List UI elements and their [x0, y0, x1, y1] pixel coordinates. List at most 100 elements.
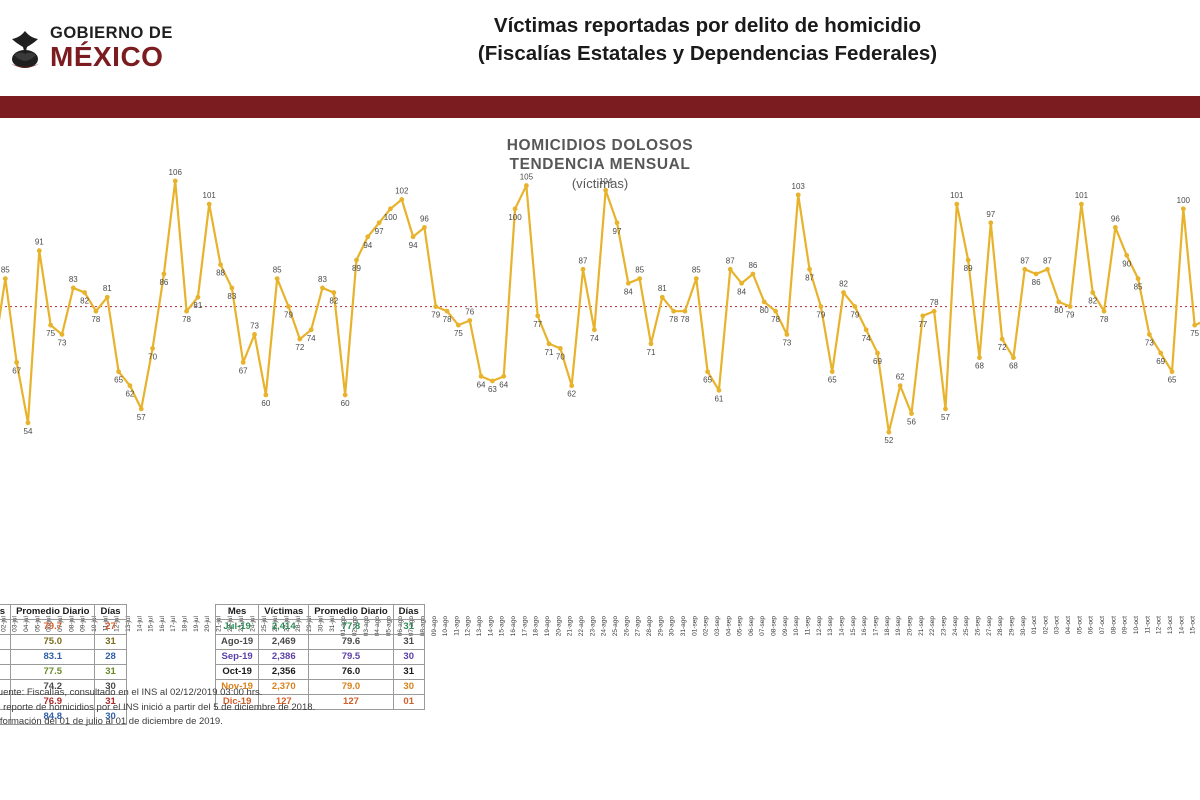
svg-text:71: 71 [545, 348, 554, 357]
header-color-band [0, 96, 1200, 118]
cell-mes: Oct-19 [214, 663, 260, 680]
svg-text:20-ago: 20-ago [555, 616, 562, 637]
svg-text:82: 82 [80, 297, 89, 306]
svg-text:03-sep: 03-sep [714, 616, 721, 636]
svg-text:61: 61 [714, 394, 723, 403]
svg-text:13-jul: 13-jul [125, 615, 132, 631]
logo-mexico-label: MÉXICO [50, 40, 164, 72]
cell-dias: 30 [94, 708, 127, 725]
svg-text:52: 52 [884, 436, 893, 445]
svg-text:87: 87 [1043, 256, 1052, 265]
svg-text:17-jul: 17-jul [170, 615, 177, 631]
cell-victimas: 2,326 [0, 633, 12, 650]
chart-container: HOMICIDIOS DOLOSOS TENDENCIA MENSUAL (ví… [0, 118, 1200, 678]
cell-dias: 27 [94, 618, 127, 635]
svg-text:63: 63 [488, 385, 497, 394]
svg-text:105: 105 [520, 173, 534, 182]
svg-text:06-oct: 06-oct [1088, 616, 1095, 634]
svg-text:07-sep: 07-sep [759, 616, 766, 636]
svg-text:78: 78 [930, 298, 939, 307]
svg-text:11-oct: 11-oct [1144, 616, 1151, 634]
svg-text:23-sep: 23-sep [941, 616, 948, 636]
svg-text:17-ago: 17-ago [521, 616, 528, 637]
svg-text:86: 86 [748, 261, 757, 270]
svg-text:21-sep: 21-sep [918, 616, 925, 636]
svg-text:102: 102 [395, 187, 409, 196]
svg-text:73: 73 [1145, 338, 1154, 347]
table-row: Dic-19 127 127 01 [214, 693, 425, 710]
svg-text:74: 74 [862, 334, 871, 343]
svg-text:77: 77 [918, 320, 927, 329]
svg-text:12-oct: 12-oct [1156, 616, 1163, 634]
svg-text:27-sep: 27-sep [986, 616, 993, 636]
svg-text:02-sep: 02-sep [703, 616, 710, 636]
svg-text:74: 74 [307, 334, 316, 343]
svg-text:10-oct: 10-oct [1133, 616, 1140, 634]
svg-text:101: 101 [203, 191, 217, 200]
svg-text:19-jul: 19-jul [193, 615, 200, 631]
table-left-header: Días [94, 604, 127, 620]
cell-mes: Sep-19 [214, 648, 260, 665]
svg-text:16-sep: 16-sep [861, 616, 868, 636]
svg-text:08-sep: 08-sep [771, 616, 778, 636]
government-logo: GOBIERNO DE MÉXICO [0, 0, 215, 96]
svg-text:84: 84 [624, 287, 633, 296]
svg-text:15-oct: 15-oct [1190, 616, 1197, 634]
svg-text:89: 89 [352, 264, 361, 273]
svg-text:02-oct: 02-oct [1042, 616, 1049, 634]
table-row: Oct-19 2,356 76.0 31 [214, 663, 425, 680]
svg-text:11-ago: 11-ago [453, 616, 460, 636]
svg-text:21-ago: 21-ago [567, 616, 574, 637]
svg-text:83: 83 [69, 275, 78, 284]
cell-victimas: 2,386 [258, 648, 310, 665]
svg-text:81: 81 [103, 284, 112, 293]
svg-text:13-ago: 13-ago [476, 616, 483, 637]
svg-text:96: 96 [420, 214, 429, 223]
svg-text:78: 78 [91, 315, 100, 324]
svg-text:79: 79 [1066, 311, 1075, 320]
cell-promedio: 79.7 [10, 618, 96, 635]
svg-text:16-ago: 16-ago [510, 616, 517, 637]
svg-text:54: 54 [24, 427, 33, 436]
svg-text:28-ago: 28-ago [646, 616, 653, 637]
svg-text:82: 82 [839, 280, 848, 289]
svg-text:22-sep: 22-sep [929, 616, 936, 636]
svg-text:04-oct: 04-oct [1065, 616, 1072, 634]
cell-promedio: 76.0 [308, 663, 394, 680]
svg-text:14-ago: 14-ago [487, 616, 494, 637]
cell-dias: 01 [392, 693, 425, 710]
svg-text:82: 82 [1088, 297, 1097, 306]
svg-text:05-oct: 05-oct [1076, 616, 1083, 634]
svg-text:28-sep: 28-sep [997, 616, 1004, 636]
cell-dias: 30 [392, 648, 425, 665]
svg-text:104: 104 [599, 177, 613, 186]
svg-text:75: 75 [454, 329, 463, 338]
svg-text:27-ago: 27-ago [635, 616, 642, 637]
cell-promedio: 84.8 [10, 708, 96, 725]
svg-text:26-sep: 26-sep [975, 616, 982, 636]
logo-text: GOBIERNO DE MÉXICO [50, 25, 173, 71]
svg-text:100: 100 [384, 213, 398, 222]
svg-text:65: 65 [114, 376, 123, 385]
svg-text:101: 101 [950, 191, 964, 200]
svg-text:18-sep: 18-sep [884, 616, 891, 636]
svg-text:78: 78 [182, 315, 191, 324]
svg-text:26-ago: 26-ago [623, 616, 630, 637]
svg-text:85: 85 [1, 266, 10, 275]
cell-dias: 31 [94, 633, 127, 650]
svg-text:04-sep: 04-sep [725, 616, 732, 636]
cell-victimas: 2,326 [0, 648, 12, 665]
svg-text:69: 69 [1156, 357, 1165, 366]
table-right-header: Promedio Diario [308, 604, 394, 620]
svg-text:18-ago: 18-ago [533, 616, 540, 637]
svg-text:13-oct: 13-oct [1167, 616, 1174, 634]
table-row: Ago-19 2,469 79.6 31 [214, 633, 425, 650]
svg-text:12-ago: 12-ago [465, 616, 472, 637]
cell-victimas: 2,153 [0, 618, 12, 635]
cell-victimas: 2,469 [258, 633, 310, 650]
svg-text:73: 73 [58, 338, 67, 347]
svg-text:10-ago: 10-ago [442, 616, 449, 637]
svg-text:73: 73 [782, 338, 791, 347]
footnote-line: Información del 01 de julio al 01 de dic… [0, 716, 223, 728]
